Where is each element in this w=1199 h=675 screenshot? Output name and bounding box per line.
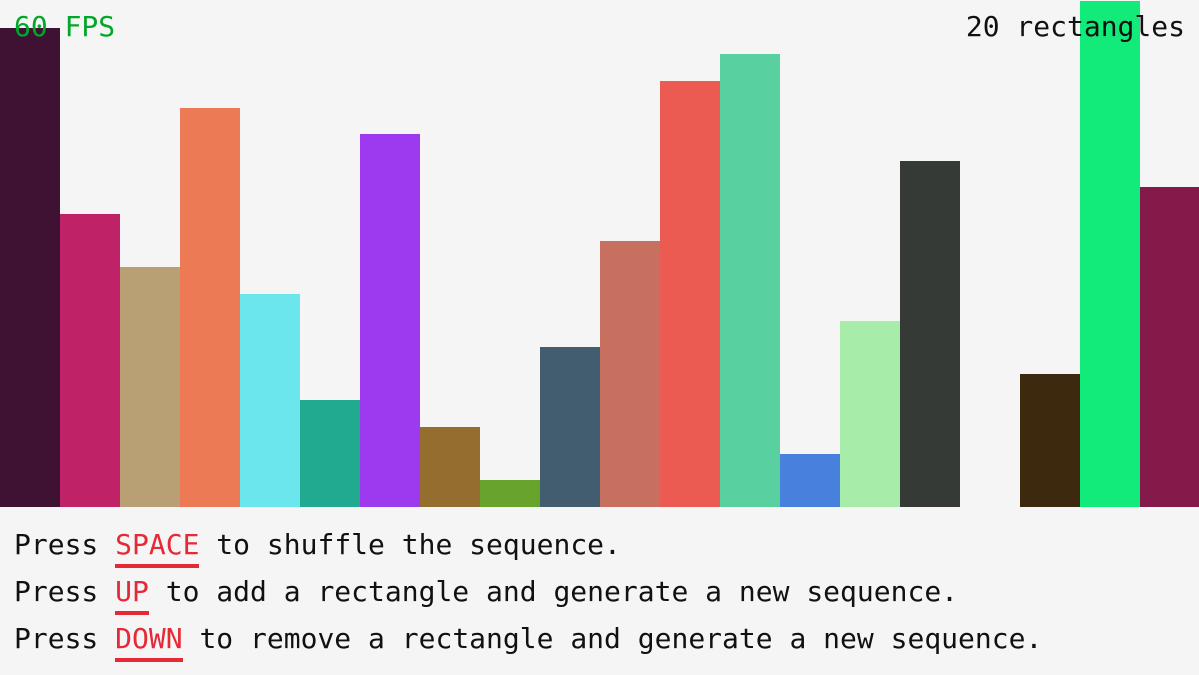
instruction-text: to remove a rectangle and generate a new… xyxy=(182,622,1043,655)
sequence-bar xyxy=(300,400,360,507)
sequence-bar xyxy=(360,134,420,507)
fps-counter: 60 FPS xyxy=(14,10,116,43)
key-down: DOWN xyxy=(115,622,184,662)
sequence-bar xyxy=(780,454,840,507)
sequence-bar xyxy=(240,294,300,507)
sequence-bar xyxy=(540,347,600,507)
rectangle-count: 20 rectangles xyxy=(965,10,1185,43)
key-up: UP xyxy=(115,575,149,615)
sequence-bar xyxy=(60,214,120,507)
sequence-bar xyxy=(660,81,720,507)
instruction-space: Press SPACE to shuffle the sequence. xyxy=(14,528,621,568)
sequence-bar xyxy=(180,108,240,507)
sequence-bar xyxy=(120,267,180,507)
instruction-text: to add a rectangle and generate a new se… xyxy=(148,575,959,608)
sequence-bar xyxy=(1140,187,1199,507)
instruction-text: Press xyxy=(14,622,116,655)
sequence-bar xyxy=(480,480,540,507)
key-space: SPACE xyxy=(115,528,200,568)
sequence-bar xyxy=(420,427,480,507)
instruction-down: Press DOWN to remove a rectangle and gen… xyxy=(14,622,1043,662)
instruction-text: to shuffle the sequence. xyxy=(199,528,621,561)
sequence-bar xyxy=(720,54,780,507)
instruction-text: Press xyxy=(14,528,116,561)
sequence-bar xyxy=(1020,374,1080,507)
instruction-text: Press xyxy=(14,575,116,608)
instruction-up: Press UP to add a rectangle and generate… xyxy=(14,575,959,615)
bar-chart xyxy=(0,1,1199,507)
sequence-bar xyxy=(600,241,660,507)
sequence-bar xyxy=(900,161,960,507)
sequence-bar xyxy=(1080,1,1140,507)
sequence-bar xyxy=(840,321,900,507)
sequence-bar xyxy=(0,28,60,507)
